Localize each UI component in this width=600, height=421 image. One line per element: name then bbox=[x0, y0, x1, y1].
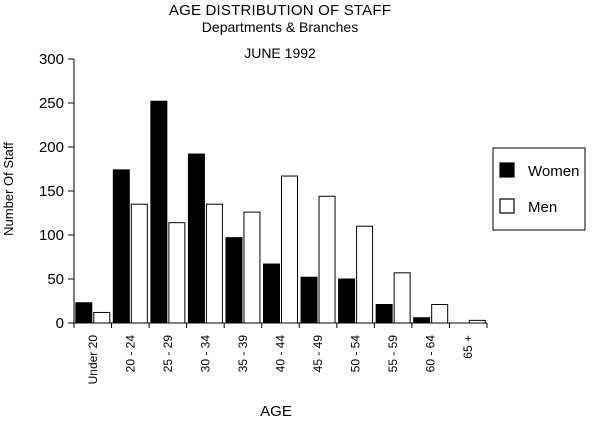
bar-women-8 bbox=[375, 304, 393, 324]
x-axis: Under 20 20 - 24 25 - 29 30 - 34 35 - 39 40 -… bbox=[73, 322, 488, 385]
y-tick-label: 250 bbox=[39, 95, 64, 112]
y-tick-label: 200 bbox=[39, 139, 64, 156]
bar-men-9 bbox=[431, 304, 449, 324]
x-tick-label: 65 + bbox=[461, 335, 475, 359]
bar-women-0 bbox=[75, 302, 93, 324]
bar-men-0 bbox=[93, 311, 111, 324]
bar-men-3 bbox=[205, 203, 223, 324]
legend-swatch-men bbox=[499, 198, 515, 214]
x-tick-label: 30 - 34 bbox=[198, 335, 212, 373]
y-tick-label: 150 bbox=[39, 183, 64, 200]
bar-women-9 bbox=[413, 317, 431, 324]
chart-title-block: AGE DISTRIBUTION OF STAFF Departments & … bbox=[0, 2, 560, 62]
legend: Women Men bbox=[492, 147, 586, 231]
chart-title: AGE DISTRIBUTION OF STAFF bbox=[168, 2, 392, 19]
bar-women-5 bbox=[263, 263, 280, 324]
x-tick-label: 45 - 49 bbox=[311, 335, 325, 373]
y-tick-label: 100 bbox=[39, 227, 64, 244]
x-tick-label: Under 20 bbox=[86, 335, 100, 385]
bar-women-1 bbox=[112, 169, 130, 324]
bar-men-2 bbox=[168, 222, 186, 324]
bar-men-8 bbox=[393, 272, 411, 324]
bar-women-7 bbox=[338, 278, 356, 324]
x-tick-label: 20 - 24 bbox=[123, 335, 137, 373]
bar-men-6 bbox=[318, 195, 336, 324]
x-tick-label: 60 - 64 bbox=[424, 335, 438, 373]
chart-date: JUNE 1992 bbox=[244, 45, 316, 61]
y-axis: 0 50 100 150 200 250 300 bbox=[39, 51, 75, 332]
bar-women-6 bbox=[300, 276, 318, 324]
legend-label-men: Men bbox=[528, 199, 557, 216]
y-tick-label: 50 bbox=[47, 271, 64, 288]
bar-men-7 bbox=[356, 225, 374, 324]
x-tick-label: 35 - 39 bbox=[236, 335, 250, 373]
y-tick-label: 0 bbox=[56, 315, 64, 332]
bar-women-2 bbox=[150, 100, 168, 324]
x-tick-label: 55 - 59 bbox=[386, 335, 400, 373]
bar-men-1 bbox=[130, 203, 148, 324]
bars bbox=[75, 100, 486, 324]
legend-label-women: Women bbox=[528, 163, 579, 180]
bar-men-4 bbox=[243, 211, 261, 324]
bar-women-3 bbox=[187, 153, 205, 324]
bar-women-4 bbox=[225, 237, 243, 324]
legend-swatch-women bbox=[499, 162, 515, 178]
x-axis-label: AGE bbox=[260, 403, 292, 420]
x-tick-label: 50 - 54 bbox=[349, 335, 363, 373]
y-axis-label: Number Of Staff bbox=[1, 142, 16, 236]
bar-men-5 bbox=[281, 175, 298, 324]
legend-box bbox=[492, 147, 586, 231]
x-tick-label: 40 - 44 bbox=[274, 335, 288, 373]
chart-subtitle: Departments & Branches bbox=[201, 19, 359, 35]
y-tick-label: 300 bbox=[39, 51, 64, 68]
x-tick-label: 25 - 29 bbox=[161, 335, 175, 373]
